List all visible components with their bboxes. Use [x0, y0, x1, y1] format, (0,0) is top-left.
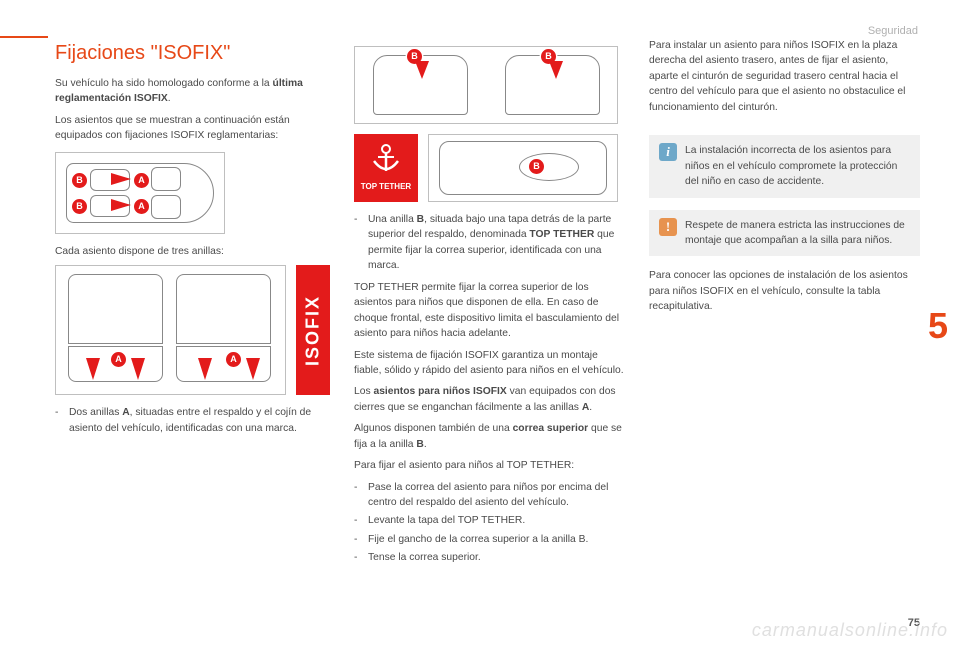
diagram-tether-row: TOP TETHER B: [354, 134, 625, 202]
p-install: Para instalar un asiento para niños ISOF…: [649, 38, 920, 115]
manual-page: Seguridad Fijaciones "ISOFIX" Su vehícul…: [0, 0, 960, 649]
warning-text: Respete de manera estricta las instrucci…: [685, 218, 910, 249]
top-tether-badge: TOP TETHER: [354, 134, 418, 202]
diagram-headrest: B B: [354, 46, 618, 124]
list-anilla-b: Una anilla B, situada bajo una tapa detr…: [354, 212, 625, 274]
list-item: Pase la correa del asiento para niños po…: [354, 480, 625, 511]
page-title: Fijaciones "ISOFIX": [55, 38, 330, 68]
chapter-number: 5: [928, 305, 948, 347]
p-options: Para conocer las opciones de instalación…: [649, 268, 920, 314]
text: .: [589, 402, 592, 413]
column-3: Para instalar un asiento para niños ISOF…: [649, 38, 920, 572]
page-number: 75: [908, 617, 920, 629]
content-columns: Fijaciones "ISOFIX" Su vehículo ha sido …: [55, 38, 920, 572]
isofix-badge: ISOFIX: [296, 265, 330, 395]
p-tether-3: Los asientos para niños ISOFIX van equip…: [354, 384, 625, 415]
bold-text: B: [417, 214, 424, 225]
info-icon: i: [659, 143, 677, 161]
bold-text: asientos para niños ISOFIX: [373, 386, 506, 397]
warning-note: ! Respete de manera estricta las instruc…: [649, 210, 920, 257]
text: Los: [354, 386, 373, 397]
tether-label: TOP TETHER: [361, 181, 411, 193]
text: Algunos disponen también de una: [354, 423, 513, 434]
bold-text: B: [416, 439, 423, 450]
marker-b: B: [72, 199, 87, 214]
column-2: B B TOP TETHER B: [354, 38, 625, 572]
text: .: [168, 93, 171, 104]
info-note: i La instalación incorrecta de los asien…: [649, 135, 920, 197]
bold-text: correa superior: [513, 423, 589, 434]
p-tether-5: Para fijar el asiento para niños al TOP …: [354, 458, 625, 473]
text: Una anilla: [368, 214, 417, 225]
list-item: Fije el gancho de la correa superior a l…: [354, 532, 625, 547]
p-tether-4: Algunos disponen también de una correa s…: [354, 421, 625, 452]
diagram-seat-rear: A A: [55, 265, 286, 395]
text: .: [424, 439, 427, 450]
list-item: Dos anillas A, situadas entre el respald…: [55, 405, 330, 436]
marker-a: A: [134, 199, 149, 214]
info-text: La instalación incorrecta de los asiento…: [685, 143, 910, 189]
bold-text: TOP TETHER: [529, 229, 594, 240]
intro-p1: Su vehículo ha sido homologado conforme …: [55, 76, 330, 107]
bold-text: A: [122, 407, 129, 418]
marker-b: B: [72, 173, 87, 188]
list-anillas-a: Dos anillas A, situadas entre el respald…: [55, 405, 330, 436]
p-tether-1: TOP TETHER permite fijar la correa super…: [354, 280, 625, 342]
steps-list: Pase la correa del asiento para niños po…: [354, 480, 625, 566]
anchor-icon: [368, 143, 404, 177]
marker-b: B: [529, 159, 544, 174]
column-1: Fijaciones "ISOFIX" Su vehículo ha sido …: [55, 38, 330, 572]
intro-p2: Los asientos que se muestran a continuac…: [55, 113, 330, 144]
list-item: Tense la correa superior.: [354, 550, 625, 565]
diagram-car-topview: B B A A: [55, 152, 225, 234]
list-item: Levante la tapa del TOP TETHER.: [354, 513, 625, 528]
p3: Cada asiento dispone de tres anillas:: [55, 244, 330, 259]
text: Dos anillas: [69, 407, 122, 418]
accent-bar: [0, 36, 48, 38]
diagram-seat-isofix: A A ISOFIX: [55, 265, 330, 395]
section-header: Seguridad: [868, 25, 918, 37]
marker-a: A: [134, 173, 149, 188]
list-item: Una anilla B, situada bajo una tapa detr…: [354, 212, 625, 274]
warning-icon: !: [659, 218, 677, 236]
text: Su vehículo ha sido homologado conforme …: [55, 78, 273, 89]
diagram-tether-closeup: B: [428, 134, 618, 202]
p-tether-2: Este sistema de fijación ISOFIX garantiz…: [354, 348, 625, 379]
